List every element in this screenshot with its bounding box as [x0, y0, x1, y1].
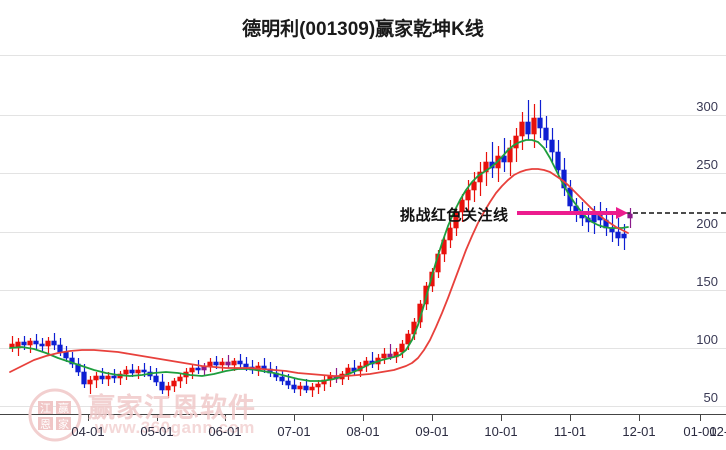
- x-axis-tick-label: 04-01: [71, 424, 105, 439]
- y-axis-tick-label: 200: [696, 215, 718, 231]
- y-axis-tick-label: 250: [696, 157, 718, 173]
- y-axis-tick-label: 100: [696, 332, 718, 347]
- x-axis-tick-label: 09-01: [415, 424, 449, 439]
- watermark-brand: 赢家江恩软件: [88, 393, 256, 423]
- candlestick-series: [9, 100, 633, 398]
- y-axis-tick-label: 50: [703, 390, 718, 406]
- seal-char-2: 恩: [40, 418, 51, 431]
- page-title: 德明利(001309)赢家乾坤K线: [242, 19, 484, 40]
- chart-x-ticks: [88, 414, 701, 421]
- x-axis-tick-label: 11-01: [553, 424, 587, 439]
- x-axis-tick-label: 01-01: [683, 424, 717, 439]
- seal-char-0: 江: [40, 402, 51, 415]
- moving-average-lines: [9, 139, 629, 382]
- y-axis-tick-label: 300: [696, 99, 718, 114]
- watermark-seal-icon: 江 赢 恩 家: [28, 388, 82, 442]
- annotation-arrow: [517, 207, 628, 219]
- x-axis-tick-label: 05-01: [140, 424, 174, 439]
- x-axis-tick-label: 08-01: [346, 424, 380, 439]
- annotation-label: 挑战红色关注线: [400, 207, 509, 224]
- x-axis-tick-label: 06-01: [208, 424, 242, 439]
- seal-char-1: 赢: [58, 401, 69, 415]
- watermark-url: www.360gann.com: [95, 418, 255, 437]
- x-axis-tick-label: 07-01: [277, 424, 311, 439]
- chart-gridlines: [0, 55, 726, 415]
- x-axis-tick-label: 12-01: [622, 424, 656, 439]
- seal-char-3: 家: [58, 417, 69, 431]
- x-axis-tick-label: 10-01: [484, 424, 518, 439]
- y-axis-tick-label: 150: [696, 273, 718, 289]
- x-axis-tick-label: 02-01: [709, 424, 726, 439]
